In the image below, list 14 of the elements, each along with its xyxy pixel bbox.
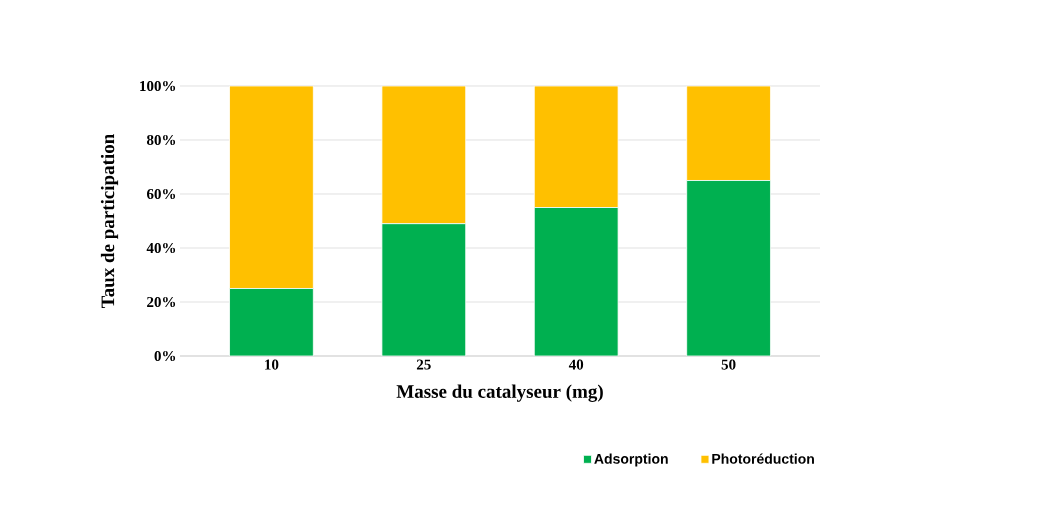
y-tick-label: 100% — [140, 80, 176, 92]
legend-label: Adsorption — [594, 453, 668, 467]
y-tick-label: 60% — [146, 188, 176, 200]
y-tick-label: 20% — [147, 296, 176, 308]
x-tick-label: 50 — [721, 359, 736, 370]
y-axis-title: Taux de participation — [100, 134, 119, 308]
y-tick-label: 40% — [146, 242, 176, 254]
x-tick-label: 40 — [568, 359, 584, 370]
x-axis-title: Masse du catalyseur (mg) — [396, 384, 603, 402]
y-tick-label: 80% — [146, 134, 176, 146]
legend-label: Photoréduction — [712, 453, 814, 464]
y-tick-label: 0% — [154, 350, 176, 362]
x-tick-label: 25 — [416, 359, 431, 370]
x-tick-label: 10 — [265, 359, 279, 370]
